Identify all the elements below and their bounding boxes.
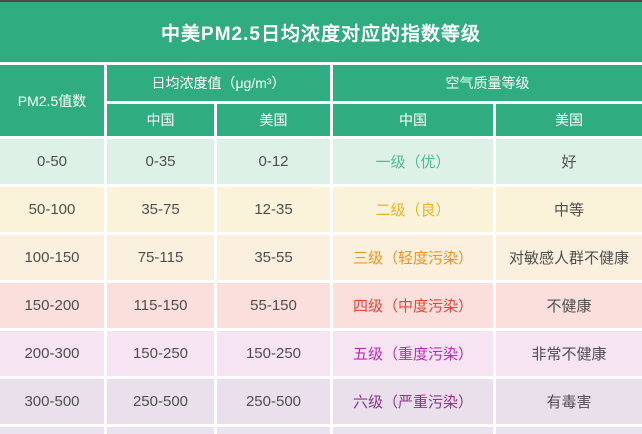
page-title: 中美PM2.5日均浓度对应的指数等级 [161,23,481,45]
cn-concentration-cell: 150-250 [107,331,214,376]
cn-concentration-cell: 75-115 [107,235,214,280]
cn-concentration-cell: 250-500 [107,379,214,424]
partial-cell [0,427,104,434]
cn-concentration-cell: 35-75 [107,187,214,232]
us-quality-cell: 非常不健康 [496,331,642,376]
table-row: 200-300 150-250 150-250 五级（重度污染） 非常不健康 [0,331,642,376]
header-quality-group: 空气质量等级 [333,65,642,101]
header-concentration-usa: 美国 [217,104,330,136]
header-quality-usa: 美国 [496,104,642,136]
table-row: 150-200 115-150 55-150 四级（中度污染） 不健康 [0,283,642,328]
table-row: 0-50 0-35 0-12 一级（优） 好 [0,139,642,184]
table-row: 300-500 250-500 250-500 六级（严重污染） 有毒害 [0,379,642,424]
top-border-strip [0,0,642,2]
cn-quality-level: 六级（严重污染） [333,379,493,424]
table-title-bar: 中美PM2.5日均浓度对应的指数等级 [0,2,642,62]
table-row: 100-150 75-115 35-55 三级（轻度污染） 对敏感人群不健康 [0,235,642,280]
us-quality-cell: 不健康 [496,283,642,328]
pm25-range-cell: 0-50 [0,139,104,184]
cn-quality-level: 三级（轻度污染） [333,235,493,280]
cn-concentration-cell: 115-150 [107,283,214,328]
cn-quality-level: 一级（优） [333,139,493,184]
pm25-range-cell: 150-200 [0,283,104,328]
cn-quality-level: 四级（中度污染） [333,283,493,328]
us-quality-cell: 好 [496,139,642,184]
header-quality-china: 中国 [333,104,493,136]
header-pm25-index: PM2.5值数 [0,65,104,136]
us-concentration-cell: 35-55 [217,235,330,280]
header-concentration-group: 日均浓度值（μg/m³） [107,65,330,101]
partial-cell [107,427,214,434]
pm25-range-cell: 300-500 [0,379,104,424]
partial-cell [217,427,330,434]
cn-concentration-cell: 0-35 [107,139,214,184]
cn-quality-level: 五级（重度污染） [333,331,493,376]
table-row: 50-100 35-75 12-35 二级（良） 中等 [0,187,642,232]
us-concentration-cell: 0-12 [217,139,330,184]
partial-next-row-strip [0,427,642,434]
us-quality-cell: 有毒害 [496,379,642,424]
us-concentration-cell: 150-250 [217,331,330,376]
us-concentration-cell: 12-35 [217,187,330,232]
us-quality-cell: 中等 [496,187,642,232]
us-quality-cell: 对敏感人群不健康 [496,235,642,280]
cn-quality-level: 二级（良） [333,187,493,232]
table-header: PM2.5值数 日均浓度值（μg/m³） 空气质量等级 中国 美国 中国 美国 [0,65,642,136]
pm25-range-cell: 50-100 [0,187,104,232]
pm25-range-cell: 200-300 [0,331,104,376]
pm25-range-cell: 100-150 [0,235,104,280]
us-concentration-cell: 55-150 [217,283,330,328]
partial-cell [496,427,642,434]
partial-cell [333,427,493,434]
header-concentration-china: 中国 [107,104,214,136]
us-concentration-cell: 250-500 [217,379,330,424]
